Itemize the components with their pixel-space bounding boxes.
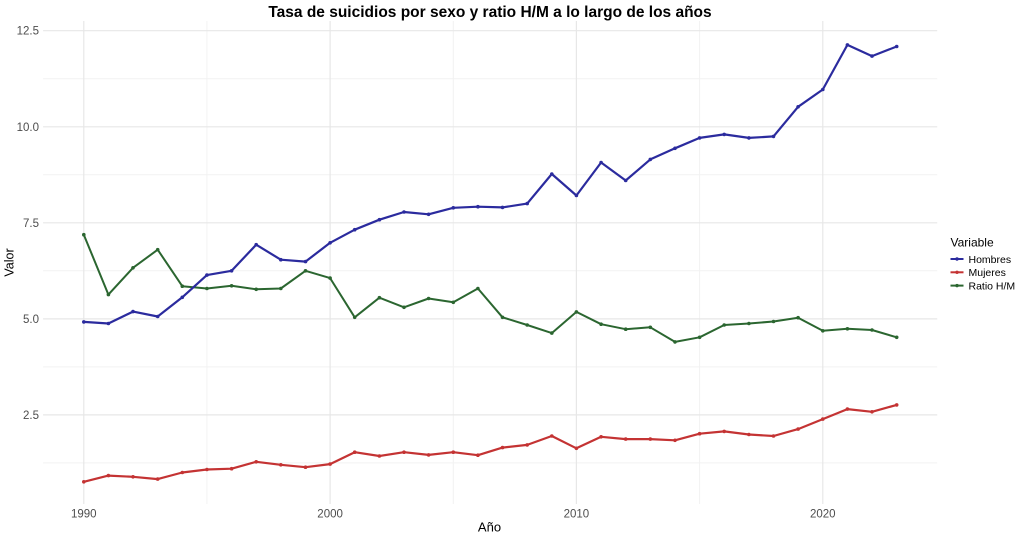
svg-text:10.0: 10.0 — [17, 122, 39, 134]
svg-text:12.5: 12.5 — [17, 26, 39, 38]
svg-text:1990: 1990 — [71, 509, 97, 521]
svg-text:Variable: Variable — [951, 236, 994, 250]
svg-text:2010: 2010 — [564, 509, 590, 521]
svg-text:Hombres: Hombres — [969, 254, 1012, 266]
svg-text:2.5: 2.5 — [23, 410, 39, 422]
svg-text:5.0: 5.0 — [23, 314, 39, 326]
svg-text:2000: 2000 — [317, 509, 343, 521]
svg-text:7.5: 7.5 — [23, 218, 39, 230]
svg-text:Ratio H/M: Ratio H/M — [969, 280, 1016, 292]
svg-text:Año: Año — [478, 520, 501, 535]
svg-text:Valor: Valor — [3, 248, 17, 276]
svg-text:Mujeres: Mujeres — [969, 267, 1006, 279]
svg-text:Tasa de suicidios por sexo y r: Tasa de suicidios por sexo y ratio H/M a… — [268, 4, 711, 21]
svg-text:2020: 2020 — [810, 509, 836, 521]
